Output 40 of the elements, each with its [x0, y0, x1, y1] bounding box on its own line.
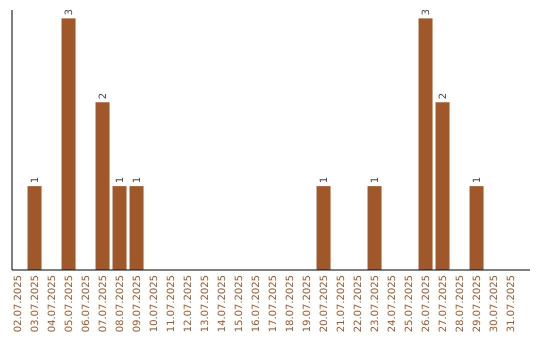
x-tick-label: 24.07.2025 — [387, 275, 398, 332]
x-tick-label: 02.07.2025 — [13, 275, 24, 332]
x-tick-label: 14.07.2025 — [217, 275, 228, 332]
x-tick-label: 03.07.2025 — [30, 275, 41, 332]
data-label: 2 — [98, 92, 109, 100]
x-tick-label: 18.07.2025 — [285, 275, 296, 332]
data-label: 1 — [370, 176, 381, 184]
data-label: 1 — [319, 176, 330, 184]
data-label: 1 — [115, 176, 126, 184]
x-tick-label: 10.07.2025 — [149, 275, 160, 332]
data-label: 2 — [438, 92, 449, 100]
x-tick-label: 05.07.2025 — [64, 275, 75, 332]
data-label: 1 — [472, 176, 483, 184]
x-tick-label: 28.07.2025 — [455, 275, 466, 332]
x-tick-label: 15.07.2025 — [234, 275, 245, 332]
x-tick-label: 09.07.2025 — [132, 275, 143, 332]
x-tick-label: 17.07.2025 — [268, 275, 279, 332]
x-tick-label: 13.07.2025 — [200, 275, 211, 332]
x-tick-label: 20.07.2025 — [319, 275, 330, 332]
x-tick-label: 29.07.2025 — [472, 275, 483, 332]
x-tick-label: 12.07.2025 — [183, 275, 194, 332]
data-label: 1 — [132, 176, 143, 184]
x-tick-label: 21.07.2025 — [336, 275, 347, 332]
data-label: 3 — [64, 9, 75, 16]
x-tick-label: 07.07.2025 — [98, 275, 109, 332]
x-tick-label: 16.07.2025 — [251, 275, 262, 332]
x-tick-label: 26.07.2025 — [421, 275, 432, 332]
data-label: 3 — [421, 9, 432, 16]
x-tick-label: 30.07.2025 — [489, 275, 500, 332]
x-tick-label: 27.07.2025 — [438, 275, 449, 332]
x-tick-label: 04.07.2025 — [47, 275, 58, 332]
x-tick-label: 31.07.2025 — [506, 275, 517, 332]
x-tick-label: 19.07.2025 — [302, 275, 313, 332]
x-tick-label: 06.07.2025 — [81, 275, 92, 332]
x-tick-label: 22.07.2025 — [353, 275, 364, 332]
x-tick-label: 11.07.2025 — [166, 275, 177, 332]
x-tick-label: 08.07.2025 — [115, 275, 126, 332]
x-tick-label: 23.07.2025 — [370, 275, 381, 332]
x-tick-label: 25.07.2025 — [404, 275, 415, 332]
data-label: 1 — [30, 176, 41, 184]
